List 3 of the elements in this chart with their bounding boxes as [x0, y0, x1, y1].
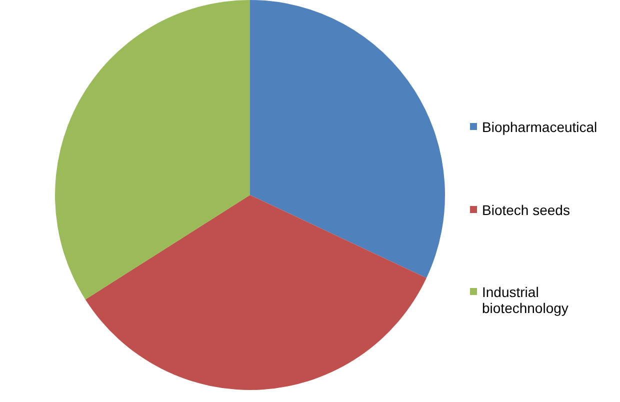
legend-label: Biopharmaceutical [482, 119, 598, 135]
legend-label: Industrial biotechnology [482, 284, 570, 316]
legend-label: Biotech seeds [482, 202, 571, 218]
